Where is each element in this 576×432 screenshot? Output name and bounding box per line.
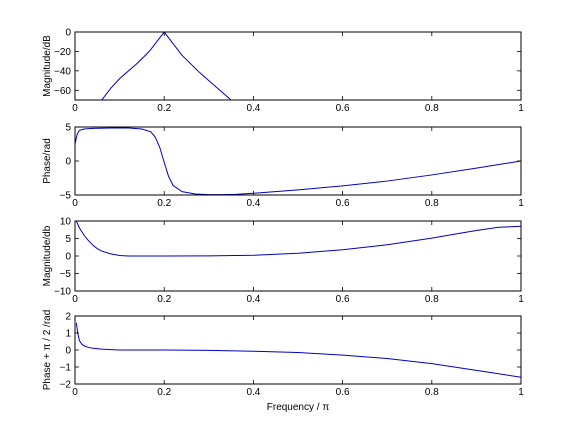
y-tick-label: −1 bbox=[60, 363, 72, 374]
y-tick-label: −20 bbox=[54, 47, 71, 58]
x-tick-label: 0 bbox=[72, 103, 78, 114]
y-tick-label: 5 bbox=[65, 123, 71, 134]
x-tick-label: 1 bbox=[518, 103, 524, 114]
x-tick-label: 0.6 bbox=[336, 294, 350, 305]
y-tick-label: −2 bbox=[60, 380, 72, 391]
x-tick-label: 1 bbox=[518, 294, 524, 305]
x-tick-label: 0.4 bbox=[246, 103, 260, 114]
series-line-3-1 bbox=[75, 221, 521, 257]
y-tick-label: 2 bbox=[65, 312, 71, 323]
x-axis-label: Frequency / π bbox=[267, 402, 330, 413]
axes-frame-1 bbox=[74, 31, 522, 101]
subplot-4: 0 0.2 0.4 0.6 0.8 1 2 1 0 −1 −2 Phase + π / 2 /rad bbox=[42, 310, 524, 398]
y-axis-label: Magnitude/dB bbox=[42, 35, 53, 97]
x-tick-label: 0.8 bbox=[425, 103, 439, 114]
y-tick-label: 0 bbox=[65, 157, 71, 168]
y-axis-label: Magnitude/db bbox=[42, 225, 53, 286]
x-tick-label: 0.2 bbox=[157, 387, 171, 398]
y-tick-label: −40 bbox=[54, 66, 71, 77]
y-tick-label: 5 bbox=[65, 234, 71, 245]
y-tick-label: 0 bbox=[65, 28, 71, 39]
x-tick-label: 0.2 bbox=[157, 294, 171, 305]
x-tick-label: 0.4 bbox=[246, 387, 260, 398]
x-tick-label: 0 bbox=[72, 387, 78, 398]
y-tick-label: −10 bbox=[54, 287, 71, 298]
y-tick-label: 10 bbox=[60, 217, 72, 228]
x-tick-label: 0 bbox=[72, 294, 78, 305]
x-tick-label: 0.2 bbox=[157, 103, 171, 114]
y-tick-label: −5 bbox=[60, 269, 72, 280]
x-tick-label: 0.2 bbox=[157, 198, 171, 209]
x-tick-label: 0.8 bbox=[425, 387, 439, 398]
x-tick-label: 0.4 bbox=[246, 198, 260, 209]
y-axis-label: Phase/rad bbox=[42, 138, 53, 184]
x-tick-label: 1 bbox=[518, 387, 524, 398]
x-tick-label: 0.8 bbox=[425, 198, 439, 209]
axes-frame-2 bbox=[74, 126, 522, 196]
x-tick-label: 0.6 bbox=[336, 387, 350, 398]
x-tick-label: 0.6 bbox=[336, 198, 350, 209]
y-tick-label: −5 bbox=[60, 191, 72, 202]
y-tick-label: 1 bbox=[65, 329, 71, 340]
y-tick-label: 0 bbox=[65, 346, 71, 357]
y-tick-label: −60 bbox=[54, 86, 71, 97]
series-line-4-1 bbox=[75, 322, 521, 378]
series-line-1-1 bbox=[101, 32, 232, 100]
y-axis-label: Phase + π / 2 /rad bbox=[42, 310, 53, 391]
x-tick-label: 0.4 bbox=[246, 294, 260, 305]
x-tick-label: 0 bbox=[72, 198, 78, 209]
x-tick-label: 1 bbox=[518, 198, 524, 209]
x-tick-label: 0.6 bbox=[336, 103, 350, 114]
x-tick-label: 0.8 bbox=[425, 294, 439, 305]
series-line-2-1 bbox=[75, 127, 521, 195]
y-tick-label: 0 bbox=[65, 252, 71, 263]
